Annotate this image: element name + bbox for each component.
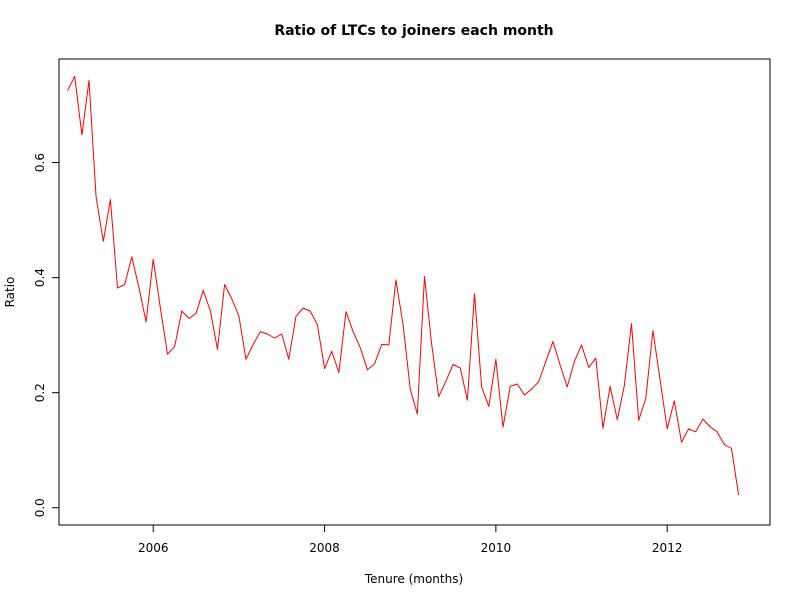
y-tick-label: 0.0 — [33, 498, 47, 517]
x-tick-label: 2010 — [481, 541, 512, 555]
y-axis-label: Ratio — [3, 277, 17, 308]
x-axis: 2006 2008 2010 2012 — [138, 525, 683, 555]
plot-frame — [58, 58, 771, 526]
series-group — [67, 75, 740, 496]
x-tick-label: 2012 — [652, 541, 683, 555]
x-tick-label: 2006 — [138, 541, 169, 555]
y-tick-label: 0.6 — [33, 153, 47, 172]
x-tick-label: 2008 — [309, 541, 340, 555]
y-axis: 0.0 0.2 0.4 0.6 — [33, 153, 59, 517]
x-axis-label: Tenure (months) — [364, 572, 463, 586]
chart-title: Ratio of LTCs to joiners each month — [274, 23, 553, 39]
y-tick-label: 0.2 — [33, 383, 47, 402]
series-line — [67, 75, 740, 496]
y-tick-label: 0.4 — [33, 268, 47, 287]
